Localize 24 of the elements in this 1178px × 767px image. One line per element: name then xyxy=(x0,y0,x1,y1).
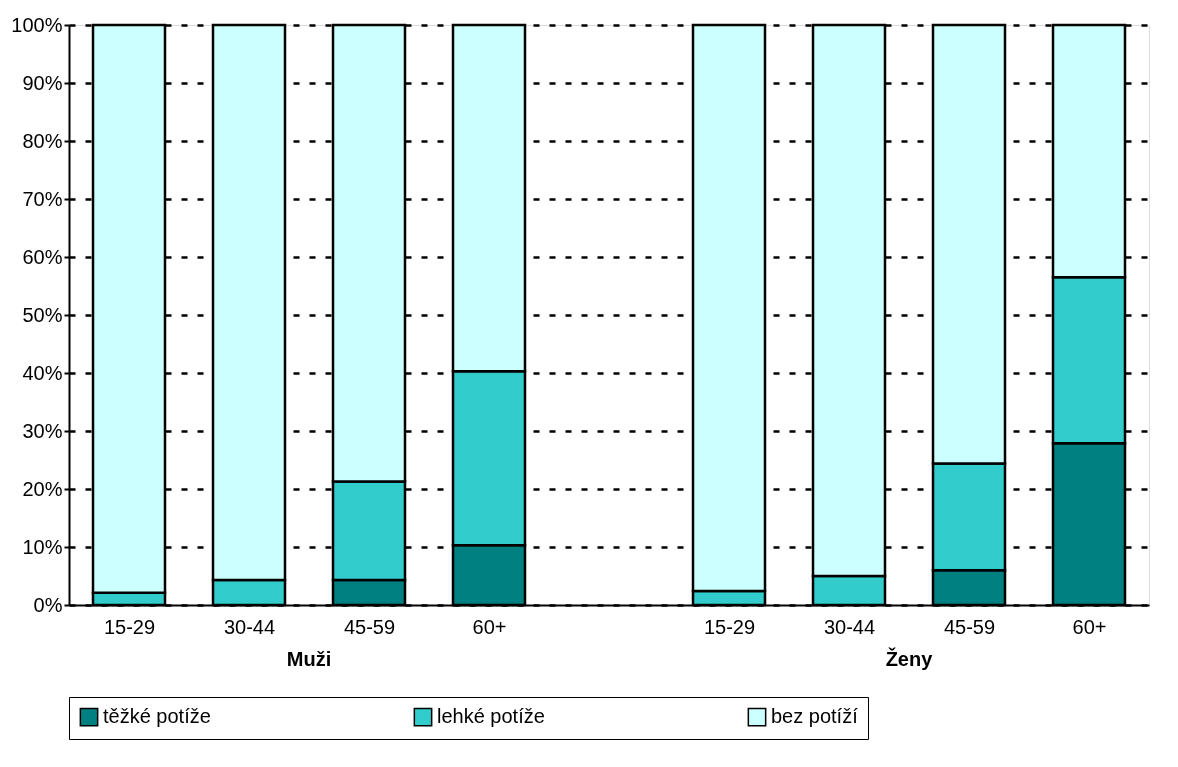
y-tick-label: 60% xyxy=(22,245,63,268)
x-tick-label: 45-59 xyxy=(343,615,396,638)
x-tick-label: 30-44 xyxy=(823,615,876,638)
y-tick-label: 20% xyxy=(22,477,63,500)
legend-label: lehké potíže xyxy=(437,705,545,728)
legend-label: těžké potíže xyxy=(103,705,211,728)
x-tick-label: 60+ xyxy=(472,615,507,638)
y-tick-label: 50% xyxy=(22,303,63,326)
y-tick-label: 90% xyxy=(22,71,63,94)
y-tick-label: 30% xyxy=(22,419,63,442)
x-tick-label: 15-29 xyxy=(703,615,756,638)
text: Muži xyxy=(286,648,332,670)
y-tick-label: 0% xyxy=(33,593,63,616)
x-tick-label: 30-44 xyxy=(223,615,276,638)
y-tick-label: 40% xyxy=(22,361,63,384)
y-tick-label: 10% xyxy=(22,535,63,558)
x-tick-label: 45-59 xyxy=(943,615,996,638)
text: Ženy xyxy=(885,647,934,670)
y-tick-label: 100% xyxy=(11,13,63,36)
y-tick-label: 70% xyxy=(22,187,63,210)
x-tick-label: 60+ xyxy=(1072,615,1107,638)
legend-label: bez potíží xyxy=(771,705,859,728)
x-tick-label: 15-29 xyxy=(103,615,156,638)
y-tick-label: 80% xyxy=(22,129,63,152)
